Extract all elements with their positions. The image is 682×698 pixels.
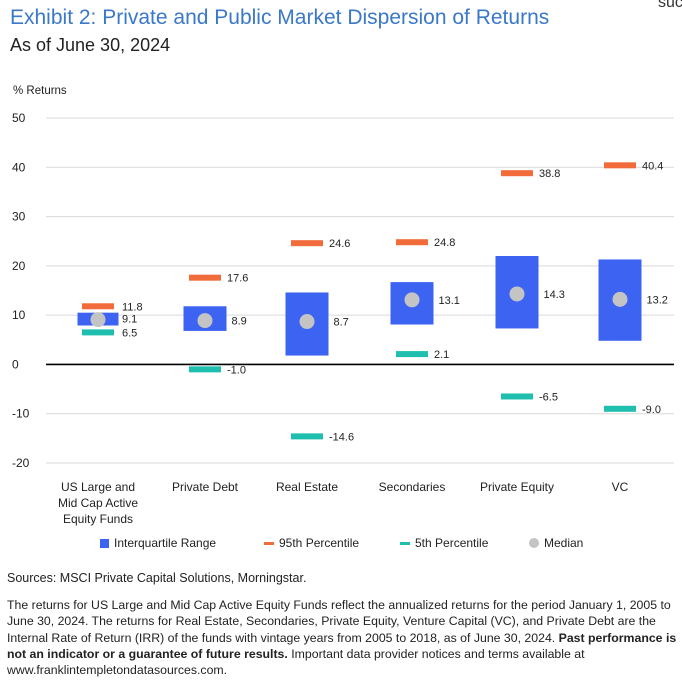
- median-marker: [509, 286, 525, 302]
- median-label: 8.9: [232, 316, 247, 328]
- category-label: Real Estate: [276, 480, 338, 494]
- footnote-disclaimer: Past performance is not an indicator or …: [7, 630, 677, 661]
- category-label: US Large and: [61, 480, 135, 494]
- category-label: VC: [612, 480, 629, 494]
- p95-marker: [291, 240, 323, 247]
- y-tick-label: -20: [12, 456, 30, 470]
- p95-label: 38.8: [539, 168, 560, 180]
- median-label: 14.3: [544, 289, 565, 301]
- y-axis-label: % Returns: [13, 85, 67, 97]
- p5-marker: [501, 393, 533, 400]
- p5-label: -9.0: [642, 404, 661, 416]
- exhibit-subtitle: As of June 30, 2024: [10, 35, 171, 55]
- exhibit-title: Exhibit 2: Private and Public Market Dis…: [10, 6, 550, 29]
- legend-item-p95: 95th Percentile: [264, 536, 359, 550]
- median-label: 13.2: [647, 294, 668, 306]
- median-marker: [612, 291, 628, 307]
- p95-label: 17.6: [227, 273, 248, 285]
- median-marker: [299, 314, 315, 330]
- p5-label: -6.5: [539, 391, 558, 403]
- median-marker: [90, 312, 106, 328]
- p95-marker: [82, 303, 114, 310]
- legend-item-iqr: Interquartile Range: [100, 536, 216, 550]
- p95-swatch: [264, 541, 274, 545]
- legend-item-p5: 5th Percentile: [400, 536, 488, 550]
- chart-legend: Interquartile Range 95th Percentile 5th …: [0, 536, 682, 554]
- y-tick-label: -10: [12, 407, 30, 421]
- median-label: 9.1: [122, 314, 137, 326]
- p5-marker: [291, 433, 323, 440]
- y-tick-label: 20: [12, 259, 26, 273]
- median-marker: [197, 313, 213, 329]
- footnote-text: The returns for US Large and Mid Cap Act…: [7, 598, 671, 645]
- median-marker: [404, 292, 420, 308]
- legend-label-p5: 5th Percentile: [415, 536, 489, 550]
- category-label: Private Equity: [480, 480, 554, 494]
- legend-label-iqr: Interquartile Range: [114, 536, 217, 550]
- p95-label: 11.8: [122, 301, 143, 313]
- legend-label-p95: 95th Percentile: [279, 536, 360, 550]
- p5-label: 6.5: [122, 327, 137, 339]
- legend-item-median: Median: [529, 536, 583, 550]
- p95-label: 24.6: [329, 238, 350, 250]
- p5-marker: [396, 351, 428, 358]
- p5-label: -1.0: [227, 364, 246, 376]
- category-label: Secondaries: [379, 480, 446, 494]
- y-tick-label: 40: [12, 160, 26, 174]
- median-label: 13.1: [439, 295, 460, 307]
- y-tick-label: 50: [12, 111, 26, 125]
- category-label: Private Debt: [172, 480, 239, 494]
- p5-marker: [189, 366, 221, 373]
- p95-label: 24.8: [434, 237, 455, 249]
- dispersion-chart: 50 40 30 20 10 0 -10 -20 11.89.16.5 US Large and M…: [12, 111, 674, 526]
- cropped-corner-text: suc: [658, 0, 682, 11]
- p95-marker: [396, 239, 428, 246]
- sources-line: Sources: MSCI Private Capital Solutions,…: [7, 571, 307, 585]
- y-tick-label: 10: [12, 308, 26, 322]
- category-label: Equity Funds: [63, 512, 133, 526]
- p95-marker: [604, 162, 636, 169]
- footnote-tail: Important data provider notices and term…: [7, 646, 585, 678]
- p95-marker: [189, 274, 221, 281]
- iqr-swatch: [100, 538, 109, 548]
- y-tick-label: 0: [12, 357, 19, 371]
- median-swatch: [529, 538, 539, 548]
- p5-marker: [604, 405, 636, 412]
- p95-marker: [501, 170, 533, 177]
- category-label: Mid Cap Active: [58, 496, 138, 510]
- p5-label: -14.6: [329, 431, 354, 443]
- footnote: The returns for US Large and Mid Cap Act…: [7, 597, 677, 678]
- p5-marker: [82, 329, 114, 336]
- median-label: 8.7: [334, 317, 349, 329]
- p95-label: 40.4: [642, 160, 663, 172]
- p5-swatch: [400, 541, 410, 545]
- p5-label: 2.1: [434, 349, 449, 361]
- y-tick-label: 30: [12, 210, 26, 224]
- legend-label-median: Median: [544, 536, 584, 550]
